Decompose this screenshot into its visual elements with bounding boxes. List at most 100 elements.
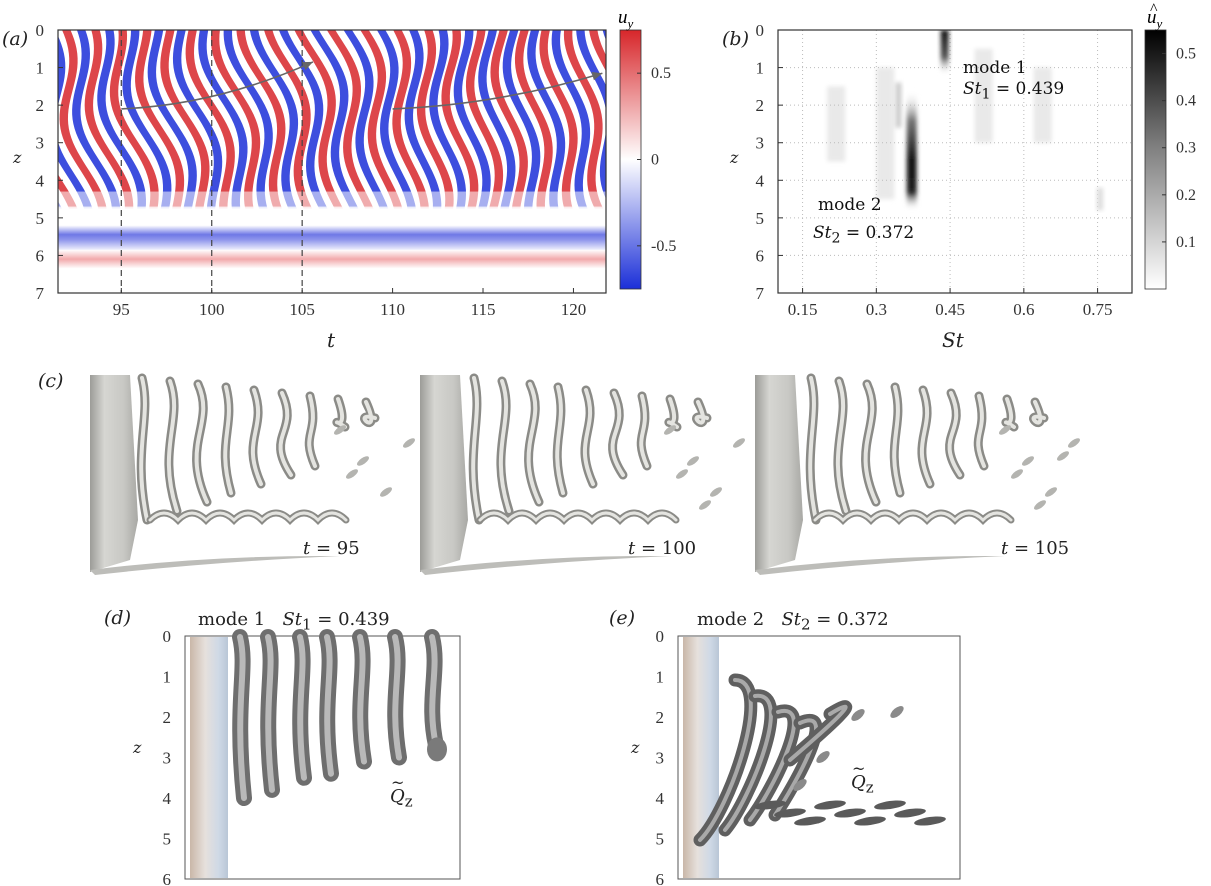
vortex-fragment	[1045, 487, 1057, 497]
vortex-fragment	[380, 487, 392, 497]
wall-surface	[755, 375, 803, 572]
mode2-streak	[774, 808, 806, 818]
panel-b-colorbar-tick: 0.1	[1176, 234, 1196, 251]
panel-a-ytick: 3	[36, 134, 45, 153]
vortex-fragment	[710, 487, 722, 497]
panel-b-axes: 0.15 0.3 0.45 0.6 0.75 0 1 2 3 4 5 6 7	[756, 21, 1113, 319]
panel-b-colorbar-tick: 0.5	[1176, 46, 1196, 63]
vortex-fragment	[1057, 451, 1069, 461]
bottom-vortex	[420, 555, 670, 575]
panel-e-ytick: 5	[656, 830, 665, 849]
panel-d-q-sub: z	[404, 792, 413, 811]
panel-e-ytick: 6	[656, 870, 665, 886]
snapshot-t100-value: = 100	[640, 538, 697, 559]
panel-e-ytick: 2	[656, 708, 665, 727]
panel-a-xtick: 95	[113, 300, 130, 319]
bottom-vortex	[755, 555, 1005, 575]
mode2-fragment	[793, 779, 807, 791]
panel-e-structures	[683, 637, 946, 878]
panel-b-ytick: 7	[756, 284, 765, 303]
panel-d-ytick: 3	[163, 749, 172, 768]
panel-a-xtick: 115	[471, 300, 496, 319]
panel-a-colorbar-tick: 0.5	[651, 65, 671, 82]
panel-b-xtick: 0.45	[935, 300, 965, 319]
panel-a-colorbar-tick: -0.5	[651, 238, 676, 255]
mode2-st-value: = 0.372	[845, 223, 915, 243]
panel-b-xtick: 0.6	[1013, 300, 1034, 319]
snapshot-t95	[90, 373, 415, 575]
panel-b-xtick: 0.15	[788, 300, 818, 319]
panel-b-colorbar-tick: 0.3	[1176, 140, 1196, 157]
panel-label-b: (b)	[722, 28, 749, 50]
mode1-st-symbol: St	[963, 79, 982, 99]
panel-d-st-sub: 1	[302, 615, 312, 634]
panel-a-colorbar-label: uy	[618, 7, 634, 31]
mode2-streak	[834, 808, 866, 818]
panel-a-ytick: 2	[36, 96, 45, 115]
panel-a-field	[58, 30, 606, 293]
panel-a-ytick: 5	[36, 209, 45, 228]
vortex-fragment	[1022, 456, 1034, 466]
vortex-fragment	[664, 425, 676, 435]
panel-e-ytick: 3	[656, 749, 665, 768]
panel-a-ytick: 4	[36, 171, 45, 190]
panel-d-q-tilde: ~	[391, 773, 405, 792]
panel-e-ytick: 0	[656, 627, 665, 646]
panel-e-q-sub: z	[865, 778, 874, 797]
panel-b-ytick: 6	[756, 246, 765, 265]
panel-e-axes: 0 1 2 3 4 5 6	[656, 627, 665, 886]
panel-e-q-symbol: Q	[851, 772, 866, 793]
vortex-fragment	[733, 438, 745, 448]
mode1-peak	[940, 30, 949, 76]
mode2-streak	[914, 816, 946, 826]
vortex-fragment	[687, 456, 699, 466]
mode2-st-symbol: St	[813, 223, 832, 243]
panel-d-ytick: 2	[163, 708, 172, 727]
panel-e-ytick: 4	[656, 789, 665, 808]
panel-b-xlabel: St	[942, 328, 964, 352]
mode1-st-value: = 0.439	[995, 79, 1065, 99]
panel-b-ytick: 2	[756, 96, 765, 115]
panel-a-ylabel: z	[13, 148, 22, 167]
panel-a-ytick: 0	[36, 21, 45, 40]
panel-b-field	[778, 30, 1132, 293]
panel-e-ylabel: z	[631, 738, 640, 757]
wall-surface	[420, 375, 468, 572]
panel-d-st-symbol: St	[282, 609, 303, 630]
panel-a-xlabel: t	[327, 328, 336, 352]
panel-a-colorbar-ticks: 0.5 0 -0.5	[637, 65, 676, 255]
panel-e-st-sub: 2	[801, 615, 811, 634]
mode2-streak	[894, 808, 926, 818]
snapshot-t100	[420, 373, 745, 575]
panel-d-structures	[190, 629, 447, 878]
mode2-streak	[814, 800, 846, 810]
panel-b-ytick: 5	[756, 209, 765, 228]
panel-d-ylabel: z	[133, 738, 142, 757]
vortex-fragment	[999, 425, 1011, 435]
panel-d-q-label: Qz	[390, 786, 413, 811]
mode2-st-sub: 2	[831, 230, 841, 247]
panel-a-ytick: 1	[36, 59, 45, 78]
panel-b-ytick: 4	[756, 171, 765, 190]
panel-b-colorbar-tick: 0.4	[1176, 93, 1196, 110]
panel-d-ytick: 0	[163, 627, 172, 646]
mode2-streak	[854, 816, 886, 826]
snapshot-t105-symbol: t	[1001, 538, 1009, 559]
panel-e-st-symbol: St	[781, 609, 802, 630]
propagation-arrow-1	[121, 61, 314, 110]
panel-b-colorbar-ticks: 0.5 0.4 0.3 0.2 0.1	[1162, 46, 1196, 251]
panel-label-c: (c)	[38, 370, 64, 392]
mode2-fragment	[851, 709, 865, 721]
panel-a-xtick: 100	[199, 300, 225, 319]
mode1-st-sub: 1	[981, 86, 991, 103]
snapshot-t95-label: t = 95	[303, 538, 360, 559]
panel-e-ytick: 1	[656, 668, 665, 687]
snapshot-t105	[755, 373, 1080, 575]
mode2-streak	[754, 800, 786, 810]
vortex-fragment	[676, 469, 688, 479]
panel-b-ytick: 1	[756, 59, 765, 78]
vortex-fragment	[699, 500, 711, 510]
panel-a-axes: 95 100 105 110 115 120 0 1 2 3 4 5 6 7	[36, 21, 587, 319]
mode2-fragment	[890, 706, 904, 718]
panel-a-xtick: 105	[289, 300, 315, 319]
